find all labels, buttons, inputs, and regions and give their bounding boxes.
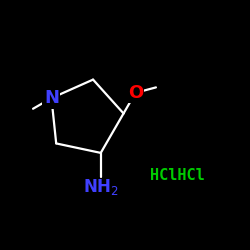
Text: O: O xyxy=(128,84,143,102)
Text: N: N xyxy=(44,89,59,107)
Text: NH$_2$: NH$_2$ xyxy=(83,177,119,197)
Text: HClHCl: HClHCl xyxy=(150,168,205,182)
